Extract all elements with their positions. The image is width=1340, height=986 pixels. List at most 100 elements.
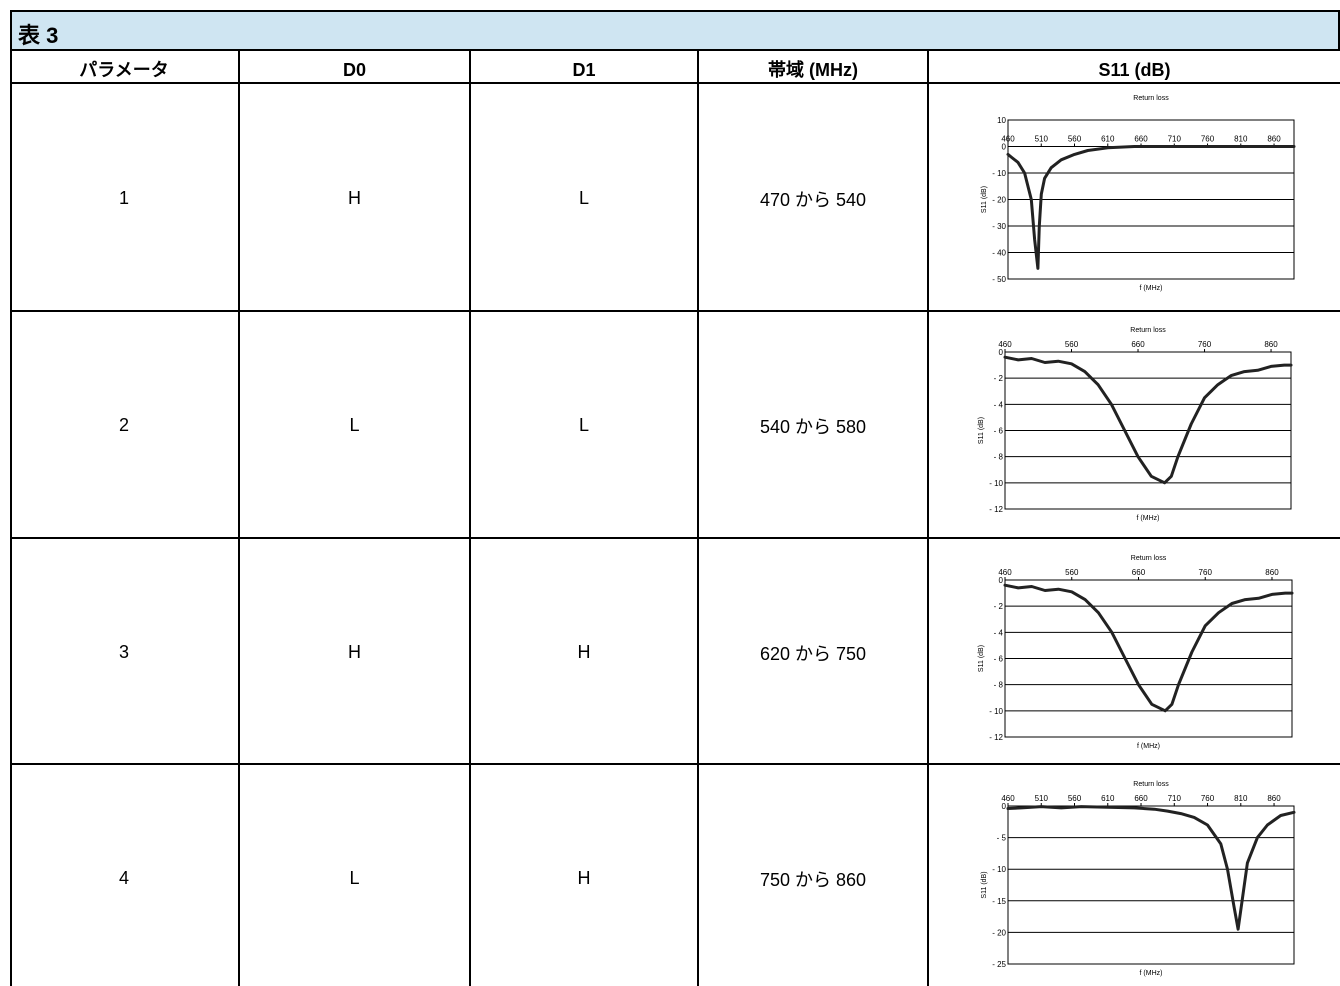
table-rule-row3 xyxy=(10,763,1340,765)
row2-d1: L xyxy=(578,415,589,435)
table-column-rule-4 xyxy=(927,49,929,986)
row1-param: 1 xyxy=(118,188,129,208)
x-tick-label: 760 xyxy=(1201,135,1215,144)
row2-band: 540 から 580 xyxy=(759,417,867,437)
y-tick-label: - 8 xyxy=(994,681,1004,690)
y-tick-label: - 20 xyxy=(992,928,1006,937)
x-tick-label: 610 xyxy=(1101,794,1115,803)
y-tick-label: 0 xyxy=(1002,143,1007,152)
header-s11: S11 (dB) xyxy=(1098,60,1171,80)
row3-d1: H xyxy=(577,642,591,662)
y-tick-label: - 25 xyxy=(992,960,1006,969)
table-column-rule-1 xyxy=(238,49,240,986)
y-tick-label: - 6 xyxy=(994,655,1004,664)
series-line xyxy=(1003,583,1294,713)
y-tick-label: - 4 xyxy=(994,400,1004,409)
x-tick-label: 760 xyxy=(1201,794,1215,803)
row1-d1: L xyxy=(578,188,589,208)
y-axis-label: S11 (dB) xyxy=(981,871,988,898)
y-axis-label: S11 (dB) xyxy=(978,417,985,444)
chart-title: Return loss xyxy=(1130,327,1166,334)
y-tick-label: - 10 xyxy=(989,479,1003,488)
row3-band: 620 から 750 xyxy=(759,644,867,664)
row4-d0: L xyxy=(349,868,360,888)
table-title: 表 3 xyxy=(18,23,59,48)
series-line xyxy=(1006,805,1296,931)
x-tick-label: 810 xyxy=(1234,794,1248,803)
x-tick-label: 710 xyxy=(1168,135,1182,144)
x-tick-label: 460 xyxy=(998,568,1012,577)
header-param: パラメータ xyxy=(79,60,169,80)
y-tick-label: - 4 xyxy=(994,628,1004,637)
row4-d1: H xyxy=(577,868,591,888)
y-tick-label: - 6 xyxy=(994,427,1004,436)
chart-title: Return loss xyxy=(1131,555,1167,562)
y-tick-label: - 10 xyxy=(989,707,1003,716)
x-tick-label: 660 xyxy=(1132,568,1146,577)
table-column-rule-3 xyxy=(697,49,699,986)
x-tick-label: 510 xyxy=(1035,794,1049,803)
x-tick-label: 560 xyxy=(1065,340,1079,349)
x-tick-label: 860 xyxy=(1265,568,1279,577)
row1-d0: H xyxy=(348,188,361,208)
table-column-rule-2 xyxy=(469,49,471,986)
x-tick-label: 760 xyxy=(1199,568,1213,577)
x-tick-label: 660 xyxy=(1131,340,1145,349)
row3-param: 3 xyxy=(118,642,129,662)
x-tick-label: 660 xyxy=(1134,135,1148,144)
x-axis-label: f (MHz) xyxy=(1140,285,1163,292)
x-tick-label: 610 xyxy=(1101,135,1115,144)
table-rule-top xyxy=(10,49,1340,51)
x-tick-label: 560 xyxy=(1065,568,1079,577)
y-tick-label: 10 xyxy=(997,116,1006,125)
chart-title: Return loss xyxy=(1133,781,1169,788)
y-tick-label: - 5 xyxy=(997,834,1007,843)
x-tick-label: 460 xyxy=(1001,794,1015,803)
x-tick-label: 860 xyxy=(1264,340,1278,349)
x-tick-label: 860 xyxy=(1267,135,1281,144)
series-line xyxy=(1003,355,1293,485)
x-tick-label: 710 xyxy=(1168,794,1182,803)
y-tick-label: 0 xyxy=(999,348,1004,357)
row4-band: 750 から 860 xyxy=(759,870,867,890)
x-tick-label: 510 xyxy=(1035,135,1049,144)
chart-title: Return loss xyxy=(1133,95,1169,102)
x-axis-label: f (MHz) xyxy=(1137,515,1160,522)
plot-area xyxy=(1007,119,1295,280)
x-tick-label: 460 xyxy=(1001,135,1015,144)
table-rule-header xyxy=(10,82,1340,84)
y-tick-label: 0 xyxy=(1002,802,1007,811)
table-title-bar xyxy=(10,10,1340,49)
y-tick-label: - 50 xyxy=(992,275,1006,284)
y-axis-label: S11 (dB) xyxy=(981,186,988,213)
y-tick-label: - 2 xyxy=(994,374,1004,383)
header-band: 帯域 (MHz) xyxy=(768,60,858,80)
x-tick-label: 760 xyxy=(1198,340,1212,349)
x-tick-label: 860 xyxy=(1267,794,1281,803)
row2-param: 2 xyxy=(118,415,129,435)
plot-area xyxy=(1007,805,1295,965)
row4-param: 4 xyxy=(118,868,129,888)
y-tick-label: 0 xyxy=(999,576,1004,585)
y-axis-label: S11 (dB) xyxy=(978,645,985,672)
y-tick-label: - 40 xyxy=(992,249,1006,258)
series-line xyxy=(1006,145,1296,270)
y-tick-label: - 15 xyxy=(992,897,1006,906)
x-tick-label: 460 xyxy=(998,340,1012,349)
table-rule-row1 xyxy=(10,310,1340,312)
x-tick-label: 810 xyxy=(1234,135,1248,144)
y-tick-label: - 10 xyxy=(992,169,1006,178)
row2-d0: L xyxy=(349,415,360,435)
row1-band: 470 から 540 xyxy=(759,190,867,210)
x-axis-label: f (MHz) xyxy=(1140,970,1163,977)
row3-d0: H xyxy=(348,642,361,662)
y-tick-label: - 20 xyxy=(992,196,1006,205)
y-tick-label: - 2 xyxy=(994,602,1004,611)
x-axis-label: f (MHz) xyxy=(1137,743,1160,750)
y-tick-label: - 10 xyxy=(992,865,1006,874)
